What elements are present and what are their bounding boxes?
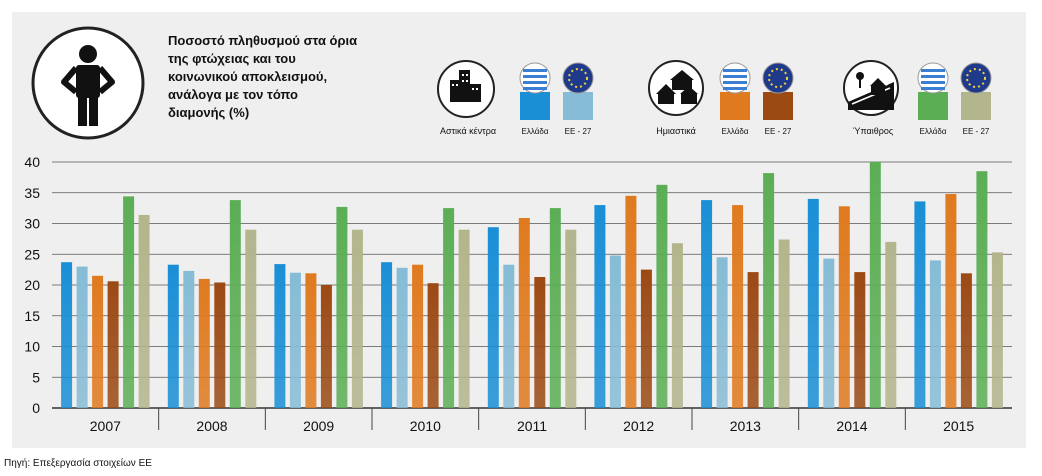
bar (838, 206, 850, 408)
bar (914, 201, 926, 408)
legend-rural-label: Ύπαιθρος (853, 126, 894, 136)
y-tick-label: 5 (32, 369, 40, 385)
legend-rural-eu-swatch (960, 62, 992, 120)
chart-title: Ποσοστό πληθυσμού στα όρια της φτώχειας … (168, 33, 358, 120)
bar (976, 171, 988, 408)
legend-urban-eu-swatch (562, 62, 594, 120)
bar (609, 255, 621, 408)
bar (503, 264, 515, 408)
legend-urban-greece-swatch (519, 62, 551, 120)
bar (138, 214, 150, 408)
y-tick-label: 40 (24, 154, 40, 170)
x-tick-label: 2013 (730, 418, 761, 434)
bar (807, 198, 819, 408)
bar (427, 283, 439, 408)
bar (381, 262, 393, 408)
bar (945, 194, 957, 408)
bar (701, 200, 713, 408)
x-tick-label: 2012 (623, 418, 654, 434)
bar (763, 173, 775, 408)
bar (92, 275, 104, 408)
rural-house-icon (843, 60, 899, 116)
source-note: Πηγή: Επεξεργασία στοιχείων ΕΕ (4, 458, 152, 469)
bar (518, 218, 530, 408)
bar (671, 243, 683, 408)
bar (289, 272, 301, 408)
bar (960, 273, 972, 408)
suburban-houses-icon (648, 60, 704, 116)
bar (351, 229, 363, 408)
bar (214, 282, 226, 408)
bar (245, 229, 257, 408)
bar (412, 264, 424, 408)
y-tick-label: 30 (24, 216, 40, 232)
bar (778, 239, 790, 408)
bar (61, 262, 73, 408)
bar (107, 281, 119, 408)
legend-group-urban: Αστικά κέντρα Ελλάδα ΕΕ - 27 (437, 60, 594, 136)
bar (716, 257, 728, 408)
x-tick-label: 2010 (410, 418, 441, 434)
bar (458, 229, 470, 408)
bar (565, 229, 577, 408)
bar (229, 200, 241, 408)
legend-suburban-eu-label: ΕΕ - 27 (765, 127, 792, 136)
bar (487, 227, 499, 408)
legend-urban-eu-label: ΕΕ - 27 (565, 127, 592, 136)
legend-group-suburban: Ημιαστικά Ελλάδα ΕΕ - 27 (648, 60, 794, 136)
bar (929, 260, 941, 408)
y-tick-label: 10 (24, 339, 40, 355)
bar (320, 285, 332, 408)
bar (732, 205, 744, 408)
legend-group-rural: Ύπαιθρος Ελλάδα ΕΕ - 27 (843, 60, 992, 136)
bar (198, 278, 210, 408)
bar (594, 205, 606, 408)
bar (534, 277, 546, 408)
x-tick-label: 2014 (836, 418, 867, 434)
bar (823, 258, 835, 408)
bar (640, 269, 652, 408)
bar (443, 208, 455, 408)
x-tick-label: 2008 (196, 418, 227, 434)
person-icon (31, 26, 145, 140)
x-tick-label: 2009 (303, 418, 334, 434)
bar (167, 264, 179, 408)
bar (274, 264, 286, 408)
legend-urban-label: Αστικά κέντρα (440, 126, 496, 136)
y-tick-label: 15 (24, 308, 40, 324)
legend-urban-greece-label: Ελλάδα (522, 127, 549, 136)
bar (336, 206, 348, 408)
legend-rural-greece-label: Ελλάδα (920, 127, 947, 136)
bar (305, 273, 317, 408)
legend-suburban-greece-label: Ελλάδα (722, 127, 749, 136)
bar (854, 272, 866, 408)
y-tick-label: 0 (32, 400, 40, 416)
bar (869, 162, 881, 408)
bar (991, 252, 1003, 408)
legend-rural-eu-label: ΕΕ - 27 (963, 127, 990, 136)
bar (885, 241, 897, 408)
legend-rural-greece-swatch (917, 62, 949, 120)
bar (396, 267, 408, 408)
x-tick-label: 2007 (90, 418, 121, 434)
legend-suburban-greece-swatch (719, 62, 751, 120)
bar (625, 195, 637, 408)
city-buildings-icon (437, 60, 495, 118)
y-tick-label: 25 (24, 246, 40, 262)
bar (549, 208, 561, 408)
bar (76, 266, 88, 408)
bar (656, 184, 668, 408)
x-tick-label: 2011 (517, 418, 547, 434)
y-tick-label: 35 (24, 185, 40, 201)
x-tick-label: 2015 (943, 418, 974, 434)
legend-suburban-eu-swatch (762, 62, 794, 120)
plot-area: 0 5 10 15 20 25 30 35 40 2007 2008 2009 2010 2011 2012… (24, 154, 1012, 434)
bar (747, 272, 759, 408)
bar (183, 270, 195, 408)
bar (123, 196, 135, 408)
y-tick-label: 20 (24, 277, 40, 293)
legend-suburban-label: Ημιαστικά (656, 126, 696, 136)
